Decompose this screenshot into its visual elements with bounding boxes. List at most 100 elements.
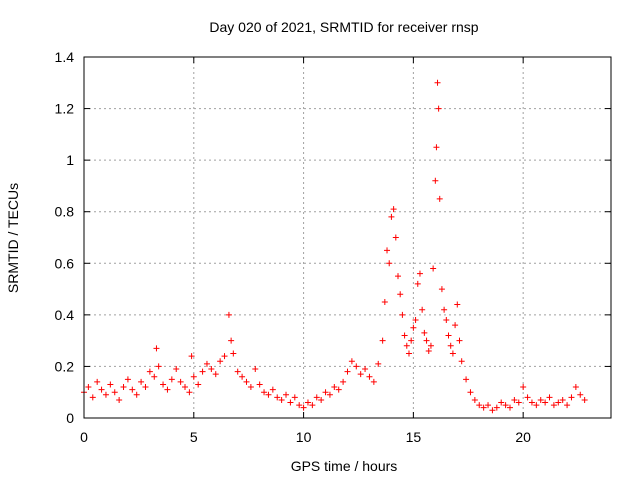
y-tick-label: 1.4 [55,49,75,65]
data-point [515,399,522,406]
data-point [146,368,153,375]
data-point [443,317,450,324]
data-point [412,317,419,324]
data-point [107,381,114,388]
data-point [243,378,250,385]
y-tick-label: 0 [66,410,74,426]
data-point [414,280,421,287]
data-point [395,273,402,280]
y-tick-label: 1 [66,152,74,168]
data-point [370,378,377,385]
data-point [577,391,584,398]
data-point [85,384,92,391]
data-point [98,386,105,393]
data-point [471,396,478,403]
data-point [348,358,355,365]
data-point [287,399,294,406]
data-point [212,371,219,378]
data-point [436,195,443,202]
data-point [160,381,167,388]
data-point [228,337,235,344]
data-point [217,358,224,365]
data-point [120,384,127,391]
plot-frame [83,56,612,419]
data-point [476,402,483,409]
data-point [537,396,544,403]
data-point [546,394,553,401]
data-point [296,402,303,409]
data-point [441,306,448,313]
data-point [467,389,474,396]
data-point [274,394,281,401]
data-point [208,366,215,373]
data-point [489,407,496,414]
data-point [138,378,145,385]
data-point [524,394,531,401]
data-point [452,322,459,329]
y-tick-label: 0.2 [55,358,75,374]
y-tick-label: 0.6 [55,255,75,271]
data-point [357,371,364,378]
axis-ticks: 0 5 10 15 20 0 0.2 0.4 0.6 0.8 1 1.2 1.4 [55,49,611,445]
data-point [375,360,382,367]
data-point [581,396,588,403]
data-point [435,105,442,112]
data-point [269,386,276,393]
data-point [278,396,285,403]
y-axis-title: SRMTID / TECUs [5,183,21,293]
data-point [493,404,500,411]
data-point [399,311,406,318]
x-tick-label: 20 [515,429,531,445]
data-point [252,366,259,373]
x-tick-label: 10 [296,429,312,445]
data-point [182,384,189,391]
data-point [423,337,430,344]
data-point [511,396,518,403]
data-point [449,350,456,357]
data-point [283,391,290,398]
x-axis-title: GPS time / hours [291,458,398,474]
data-point [291,394,298,401]
data-point [94,378,101,385]
data-point [168,376,175,383]
data-point [419,306,426,313]
data-point [386,260,393,267]
data-point [564,402,571,409]
data-point [247,384,254,391]
data-point [331,384,338,391]
data-point [533,402,540,409]
data-point [318,396,325,403]
data-point [111,389,118,396]
data-point [195,381,202,388]
data-point [438,286,445,293]
data-point [520,384,527,391]
data-point [313,394,320,401]
data-point [447,342,454,349]
data-point [390,206,397,213]
y-tick-label: 0.8 [55,204,75,220]
data-point [239,373,246,380]
data-point [408,337,415,344]
data-point [261,389,268,396]
data-point [445,332,452,339]
data-point [392,234,399,241]
data-point [463,376,470,383]
data-point [177,378,184,385]
data-point [381,298,388,305]
data-point [304,399,311,406]
data-point [480,404,487,411]
data-point [425,347,432,354]
data-point [203,360,210,367]
data-point [366,373,373,380]
x-tick-label: 15 [406,429,422,445]
chart-title: Day 020 of 2021, SRMTID for receiver rns… [209,19,478,35]
data-point [454,301,461,308]
data-point [502,402,509,409]
data-point [230,350,237,357]
data-point [353,363,360,370]
data-point [416,270,423,277]
data-point [498,399,505,406]
data-point [555,399,562,406]
data-point [506,404,513,411]
data-point [151,373,158,380]
